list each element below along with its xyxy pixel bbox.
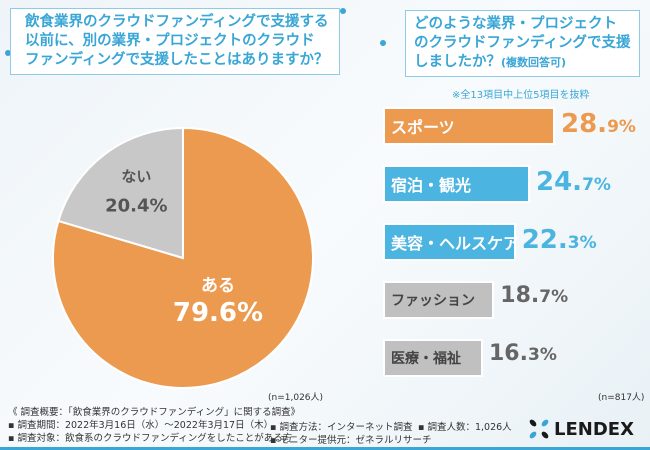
footer-count: ▪ 調査人数：1,026人 bbox=[418, 422, 512, 433]
footer-title: 《 調査概要：「飲食業界のクラウドファンディング」に関する調査》 bbox=[8, 407, 301, 418]
bar-value-4: 16.3% bbox=[489, 341, 557, 366]
decor-dot bbox=[5, 50, 11, 56]
footer-period: ▪ 調査期間：2022年3月16日（水）～2022年3月17日（木） bbox=[8, 420, 274, 431]
footer-target: ▪ 調査対象：飲食系のクラウドファンディングをしたことがある方 bbox=[8, 433, 293, 444]
logo-text: LENDEX bbox=[554, 418, 634, 440]
bar-value-0: 28.9% bbox=[561, 109, 636, 139]
lendex-logo: LENDEX bbox=[528, 418, 634, 440]
pie-value-1: 20.4% bbox=[105, 195, 167, 216]
bar-4: 医療・福祉 bbox=[383, 339, 483, 377]
question-1: 飲食業界のクラウドファンディングで支援する以前に、別の業界・プロジェクトのクラウ… bbox=[10, 8, 340, 75]
decor-dot bbox=[380, 40, 386, 46]
note: ※全13項目中上位5項目を抜粋 bbox=[452, 90, 590, 101]
bar-1: 宿泊・観光 bbox=[383, 165, 530, 203]
pie-n: (n=1,026人) bbox=[268, 393, 324, 403]
bar-n: (n=817人) bbox=[598, 393, 645, 403]
bar-2: 美容・ヘルスケア bbox=[383, 223, 519, 261]
bar-3: ファッション bbox=[383, 281, 495, 319]
pie-slice-0 bbox=[52, 126, 314, 389]
decor-dot bbox=[340, 8, 346, 14]
bottom-line bbox=[0, 447, 650, 450]
pie-value-0: 79.6% bbox=[173, 298, 263, 328]
question-2-sub: (複数回答可) bbox=[501, 56, 567, 69]
footer-provider: ▪ モニター提供元：ゼネラルリサーチ bbox=[270, 435, 432, 446]
question-2: どのような業界・プロジェクトのクラウドファンディングで支援しましたか？(複数回答… bbox=[405, 10, 640, 77]
bar-value-1: 24.7% bbox=[536, 167, 611, 197]
logo-icon bbox=[529, 419, 549, 439]
survey-summary: 《 調査概要：「飲食業界のクラウドファンディング」に関する調査》 ▪ 調査期間：… bbox=[8, 406, 300, 445]
bar-0: スポーツ bbox=[383, 107, 555, 145]
pie-label-1: ない bbox=[121, 167, 151, 185]
bar-value-2: 22.3% bbox=[521, 225, 597, 255]
pie-label-0: ある bbox=[201, 276, 235, 296]
footer-method: ▪ 調査方法：インターネット調査 bbox=[270, 422, 413, 433]
pie-slice-1 bbox=[57, 126, 184, 260]
question-2-text: どのような業界・プロジェクトのクラウドファンディングで支援しましたか？ bbox=[414, 16, 631, 70]
bar-value-3: 18.7% bbox=[500, 283, 569, 308]
